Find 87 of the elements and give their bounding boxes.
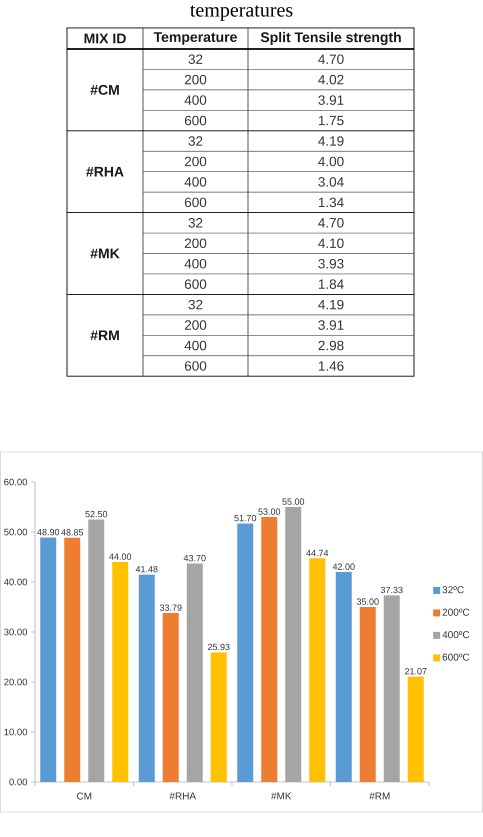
legend-label: 32ºC: [442, 586, 464, 594]
bar: [261, 516, 278, 782]
bar: [237, 523, 254, 782]
data-label: 1.46: [318, 361, 344, 371]
category-label: 32: [188, 218, 202, 228]
category-label: 200: [184, 156, 206, 166]
data-label: 51.70: [234, 514, 256, 522]
data-label: 25.93: [208, 644, 230, 650]
bar: [162, 613, 179, 782]
data-label: 33.79: [160, 604, 182, 611]
category-label: 200: [184, 238, 206, 248]
category-label: 32: [188, 54, 202, 64]
data-label: 52.50: [85, 510, 108, 518]
y-tick-label: 20.00: [4, 678, 28, 686]
y-tick-label: 10.00: [4, 728, 28, 736]
category-label: 600: [184, 198, 206, 208]
legend-label: 400ºC: [442, 631, 470, 638]
category-label: 400: [184, 177, 206, 187]
category-label: 200: [184, 320, 206, 330]
text: #MK: [90, 248, 120, 258]
data-label: 37.33: [380, 586, 403, 594]
legend-title: MIX ID: [84, 34, 126, 44]
text: temperatures: [190, 5, 292, 21]
data-label: 4.10: [318, 238, 344, 248]
data-label: 44.00: [109, 553, 132, 560]
category-label: 32: [188, 300, 202, 310]
data-label: 48.85: [61, 529, 84, 536]
data-label: 3.91: [318, 320, 344, 330]
data-label: 3.04: [318, 177, 344, 187]
category-label: 400: [184, 340, 206, 350]
bar: [64, 538, 80, 782]
bar: [138, 574, 155, 782]
x-tick-label: CM: [76, 792, 92, 800]
legend-label: 200ºC: [442, 608, 470, 616]
data-label: 48.90: [37, 528, 60, 536]
bar: [336, 572, 352, 782]
category-label: 600: [184, 279, 206, 289]
text: Split Tensile strength: [260, 32, 401, 46]
bar: [112, 562, 128, 782]
category-label: 200: [184, 74, 206, 84]
data-label: 55.00: [282, 498, 304, 505]
data-label: 3.93: [318, 258, 344, 268]
bar: [186, 563, 203, 782]
data-label: 4.19: [318, 300, 344, 310]
bar: [210, 652, 227, 782]
text: #CM: [90, 84, 119, 95]
x-tick-label: #RM: [369, 792, 390, 800]
data-label: 1.84: [318, 279, 344, 289]
data-label: 2.98: [318, 340, 344, 350]
data-label: 4.19: [318, 136, 344, 146]
category-label: 400: [184, 258, 206, 268]
data-label: 35.00: [356, 598, 379, 605]
bar: [360, 606, 376, 782]
y-tick-label: 60.00: [4, 478, 28, 486]
data-label: 53.00: [258, 508, 280, 515]
data-label: 4.70: [318, 218, 344, 228]
x-tick-label: #RHA: [169, 792, 196, 800]
data-label: 43.70: [184, 554, 206, 562]
data-label: 21.07: [404, 668, 427, 674]
bar: [88, 519, 104, 782]
category-label: 32: [188, 136, 202, 146]
category-label: 600: [184, 116, 206, 126]
bar: [309, 558, 326, 782]
y-tick-label: 50.00: [4, 528, 28, 536]
data-label: 4.00: [318, 156, 344, 166]
data-label: 1.75: [318, 116, 344, 126]
y-tick-label: 30.00: [4, 628, 28, 636]
y-tick-label: 0.00: [9, 778, 28, 786]
bar: [384, 595, 400, 782]
data-label: 41.48: [136, 566, 158, 572]
data-label: 4.02: [318, 74, 344, 84]
y-tick-label: 40.00: [4, 578, 28, 586]
category-label: 400: [184, 95, 206, 105]
x-tick-label: #MK: [271, 792, 292, 800]
text: Temperature: [154, 32, 237, 45]
bar: [408, 676, 424, 782]
data-label: 4.70: [318, 54, 344, 64]
data-label: 1.34: [318, 198, 344, 208]
legend-label: 600ºC: [442, 654, 470, 661]
bar: [40, 537, 56, 782]
category-label: 600: [184, 361, 206, 371]
data-label: 3.91: [318, 95, 344, 105]
data-label: 42.00: [332, 563, 355, 570]
bar: [285, 506, 302, 782]
data-label: 44.74: [306, 550, 328, 556]
text: #RHA: [86, 166, 124, 177]
text: #RM: [90, 330, 119, 340]
